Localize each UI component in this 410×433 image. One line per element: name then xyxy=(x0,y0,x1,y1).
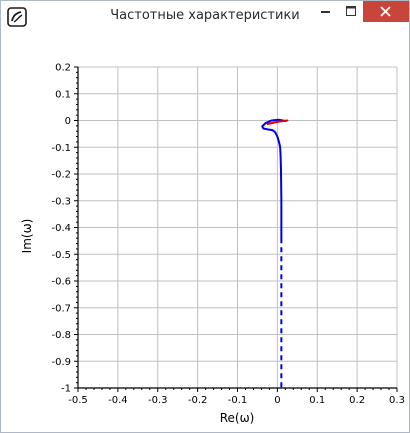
maximize-icon xyxy=(346,6,356,16)
x-tick-label: 0.1 xyxy=(309,395,325,406)
y-tick-label: -0.3 xyxy=(51,196,71,207)
y-tick-label: 0.2 xyxy=(55,63,71,74)
close-button[interactable] xyxy=(363,1,409,22)
x-tick-label: -0.2 xyxy=(188,395,208,406)
x-tick-label: -0.4 xyxy=(108,395,128,406)
y-tick-label: -0.1 xyxy=(51,143,71,154)
title-bar[interactable]: Частотные характеристики xyxy=(1,1,409,32)
y-tick-label: 0 xyxy=(65,116,71,127)
series-line-0 xyxy=(261,118,287,240)
nyquist-chart: -0.5 -0.4 -0.3 -0.2 -0.1 0 0.1 0.2 0.3 0.2 0.1 0 -0.… xyxy=(20,63,405,426)
maximize-button[interactable] xyxy=(338,1,363,22)
y-tick-label: -0.2 xyxy=(51,170,71,181)
y-tick-label: -0.8 xyxy=(51,330,71,341)
x-tick-label: 0.3 xyxy=(389,395,405,406)
x-tick-label: -0.1 xyxy=(228,395,248,406)
x-axis-label: Re(ω) xyxy=(220,411,255,425)
y-tick-label: -1 xyxy=(61,384,71,395)
x-tick-label: -0.5 xyxy=(68,395,88,406)
chart-area: -0.5 -0.4 -0.3 -0.2 -0.1 0 0.1 0.2 0.3 0.2 0.1 0 -0.… xyxy=(1,32,409,432)
close-icon xyxy=(380,6,391,17)
y-tick-label: 0.1 xyxy=(55,89,71,100)
minimize-button[interactable] xyxy=(312,1,338,22)
window-title: Частотные характеристики xyxy=(110,8,300,23)
app-logo-icon[interactable] xyxy=(7,7,27,27)
y-tick-label: -0.9 xyxy=(51,357,71,368)
y-tick-label: -0.6 xyxy=(51,277,71,288)
y-axis-label: Im(ω) xyxy=(20,219,34,254)
series-line-2 xyxy=(266,119,289,125)
x-tick-label: 0.2 xyxy=(349,395,365,406)
x-tick-label: -0.3 xyxy=(148,395,168,406)
y-tick-label: -0.4 xyxy=(51,223,71,234)
y-tick-label: -0.5 xyxy=(51,250,71,261)
minimize-icon xyxy=(321,11,330,13)
x-tick-label: 0 xyxy=(274,395,280,406)
y-tick-label: -0.7 xyxy=(51,303,71,314)
